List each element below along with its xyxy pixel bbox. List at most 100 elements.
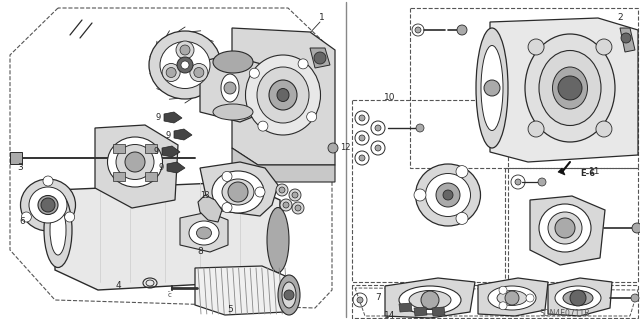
Circle shape — [190, 63, 208, 81]
Text: 10: 10 — [384, 93, 396, 102]
Bar — [145, 172, 157, 181]
Circle shape — [359, 135, 365, 141]
Circle shape — [415, 27, 421, 33]
Circle shape — [289, 189, 301, 201]
Circle shape — [632, 223, 640, 233]
Circle shape — [436, 183, 460, 207]
Ellipse shape — [160, 41, 210, 88]
Circle shape — [357, 297, 363, 303]
Text: 9: 9 — [165, 130, 171, 139]
Text: E-6: E-6 — [580, 169, 595, 179]
Circle shape — [359, 115, 365, 121]
Ellipse shape — [269, 80, 297, 110]
Circle shape — [194, 68, 204, 78]
Ellipse shape — [426, 174, 470, 217]
Polygon shape — [310, 48, 330, 68]
Circle shape — [292, 202, 304, 214]
Polygon shape — [95, 125, 178, 208]
Polygon shape — [167, 162, 185, 173]
Circle shape — [314, 52, 326, 64]
Ellipse shape — [50, 205, 66, 255]
Ellipse shape — [552, 67, 588, 109]
Ellipse shape — [415, 164, 481, 226]
Polygon shape — [385, 278, 475, 318]
Circle shape — [631, 294, 639, 302]
Circle shape — [414, 189, 426, 201]
Ellipse shape — [399, 286, 461, 314]
Circle shape — [596, 39, 612, 55]
Circle shape — [280, 199, 292, 211]
Circle shape — [528, 121, 544, 137]
Circle shape — [180, 45, 190, 55]
Circle shape — [555, 218, 575, 238]
Ellipse shape — [196, 227, 211, 239]
Circle shape — [526, 294, 534, 302]
Ellipse shape — [497, 291, 527, 306]
Circle shape — [298, 59, 308, 69]
Ellipse shape — [149, 31, 221, 99]
Text: 9: 9 — [154, 147, 159, 157]
Ellipse shape — [476, 28, 508, 148]
Text: 4: 4 — [115, 280, 121, 290]
Ellipse shape — [29, 187, 67, 223]
Polygon shape — [180, 212, 228, 252]
Circle shape — [456, 212, 468, 224]
Text: 6: 6 — [19, 218, 25, 226]
Circle shape — [515, 179, 521, 185]
Ellipse shape — [108, 137, 163, 187]
Ellipse shape — [221, 74, 239, 102]
Ellipse shape — [555, 286, 601, 310]
Text: 11: 11 — [589, 167, 601, 176]
Text: 3: 3 — [17, 164, 23, 173]
Bar — [145, 144, 157, 153]
Circle shape — [538, 178, 546, 186]
Circle shape — [284, 290, 294, 300]
Text: 8: 8 — [197, 248, 203, 256]
Ellipse shape — [539, 50, 601, 125]
Bar — [113, 172, 125, 181]
Circle shape — [499, 302, 507, 310]
Circle shape — [166, 68, 176, 78]
Bar — [113, 144, 125, 153]
Circle shape — [21, 212, 31, 222]
Circle shape — [41, 198, 55, 212]
Circle shape — [222, 171, 232, 182]
Circle shape — [258, 121, 268, 131]
Circle shape — [499, 286, 507, 294]
Circle shape — [596, 121, 612, 137]
Circle shape — [222, 203, 232, 212]
Circle shape — [375, 125, 381, 131]
Circle shape — [125, 152, 145, 172]
Text: 13: 13 — [200, 190, 210, 199]
Ellipse shape — [267, 207, 289, 272]
Ellipse shape — [213, 51, 253, 73]
Circle shape — [279, 187, 285, 193]
Ellipse shape — [278, 275, 300, 315]
Polygon shape — [530, 196, 605, 265]
Ellipse shape — [257, 67, 309, 123]
Text: 9: 9 — [156, 114, 161, 122]
Polygon shape — [232, 28, 335, 165]
Ellipse shape — [213, 104, 253, 120]
Circle shape — [43, 176, 53, 186]
Circle shape — [528, 39, 544, 55]
Ellipse shape — [222, 179, 254, 205]
Text: 9: 9 — [158, 164, 164, 173]
Circle shape — [328, 143, 338, 153]
Bar — [10, 152, 22, 164]
Circle shape — [224, 82, 236, 94]
Circle shape — [295, 205, 301, 211]
Circle shape — [177, 57, 193, 73]
Polygon shape — [200, 162, 278, 216]
Polygon shape — [200, 55, 265, 122]
Ellipse shape — [20, 179, 76, 231]
Circle shape — [181, 61, 189, 69]
Polygon shape — [198, 195, 222, 222]
Circle shape — [621, 33, 631, 43]
Ellipse shape — [38, 196, 58, 214]
Circle shape — [65, 212, 75, 222]
Ellipse shape — [44, 192, 72, 268]
Circle shape — [505, 291, 519, 305]
Circle shape — [570, 290, 586, 306]
Polygon shape — [490, 18, 638, 162]
